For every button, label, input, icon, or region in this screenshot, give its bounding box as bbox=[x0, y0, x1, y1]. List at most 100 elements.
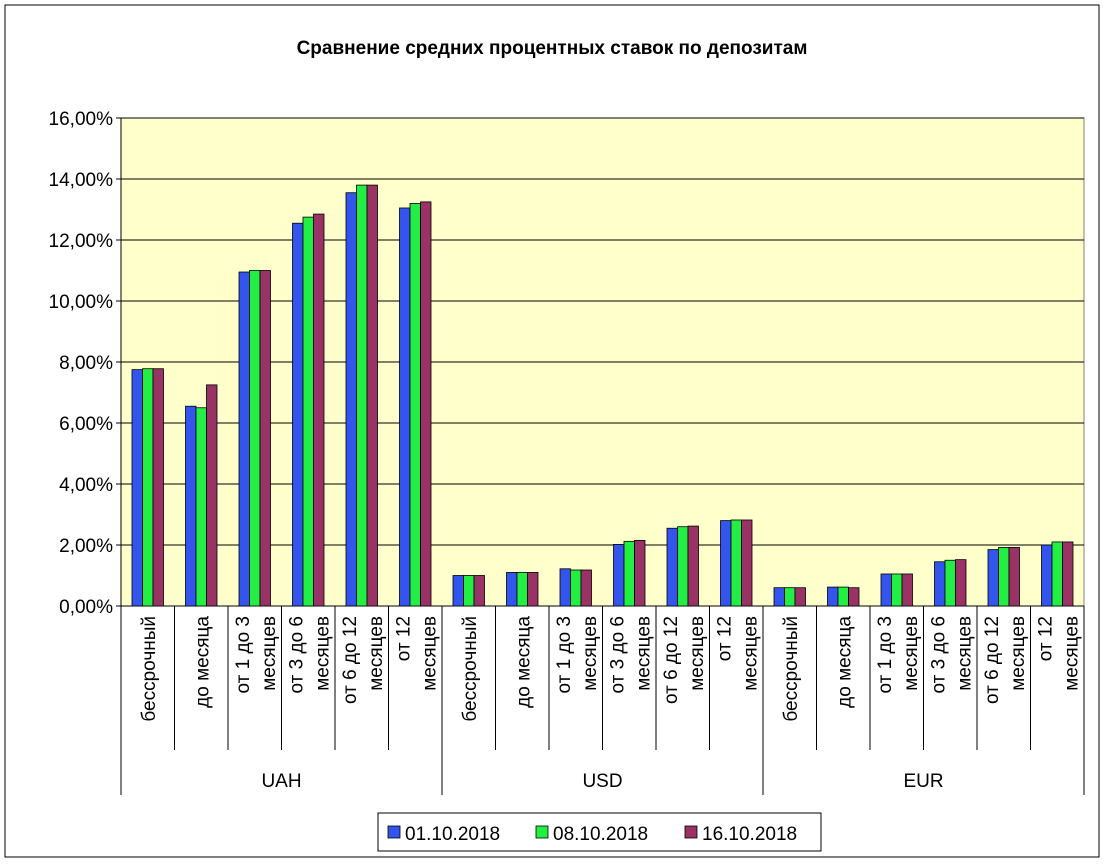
bar bbox=[238, 271, 250, 607]
bar bbox=[1041, 544, 1053, 607]
bar bbox=[570, 569, 582, 607]
category-label: от 3 до 6 bbox=[607, 616, 628, 693]
bar bbox=[313, 213, 325, 607]
bar bbox=[527, 572, 539, 607]
legend-label: 16.10.2018 bbox=[702, 824, 797, 845]
y-tick-label: 12,00% bbox=[49, 231, 114, 252]
category-label: бессрочный bbox=[139, 616, 160, 722]
bar bbox=[452, 575, 464, 607]
legend-swatch bbox=[387, 825, 401, 839]
legend-swatch bbox=[535, 825, 549, 839]
category-label: месяцев bbox=[740, 616, 761, 691]
bar bbox=[506, 572, 518, 607]
bar bbox=[366, 184, 378, 607]
bar bbox=[827, 586, 839, 607]
bar bbox=[399, 207, 411, 607]
category-label: месяцев bbox=[366, 616, 387, 691]
category-label: от 12 bbox=[393, 616, 414, 661]
category-label: до месяца bbox=[192, 616, 213, 708]
bar bbox=[634, 540, 646, 607]
bar bbox=[259, 270, 271, 607]
bar bbox=[613, 543, 625, 607]
group-label: UAH bbox=[261, 771, 301, 792]
chart-title: Сравнение средних процентных ставок по д… bbox=[297, 38, 808, 59]
y-tick-label: 8,00% bbox=[59, 353, 113, 374]
bar bbox=[559, 568, 571, 607]
y-tick-label: 6,00% bbox=[59, 414, 113, 435]
category-label: бессрочный bbox=[460, 616, 481, 722]
y-tick-label: 16,00% bbox=[49, 109, 114, 130]
y-tick-label: 10,00% bbox=[49, 292, 114, 313]
bar bbox=[1008, 547, 1020, 607]
category-label: от 3 до 6 bbox=[286, 616, 307, 693]
y-tick-label: 14,00% bbox=[49, 170, 114, 191]
category-label: месяцев bbox=[1061, 616, 1082, 691]
bar bbox=[409, 202, 421, 607]
bar bbox=[880, 573, 892, 607]
legend: 01.10.2018 08.10.2018 16.10.2018 bbox=[377, 812, 822, 852]
legend-box bbox=[377, 812, 822, 852]
category-label: месяцев bbox=[633, 616, 654, 691]
group-label: USD bbox=[582, 771, 622, 792]
category-label: до месяца bbox=[513, 616, 534, 708]
category-label: до месяца bbox=[834, 616, 855, 708]
bar bbox=[249, 270, 261, 607]
category-label: от 6 до 12 bbox=[661, 616, 682, 704]
bar bbox=[666, 527, 678, 607]
bar bbox=[891, 573, 903, 607]
legend-label: 01.10.2018 bbox=[405, 824, 500, 845]
bar bbox=[292, 222, 304, 607]
category-label: месяцев bbox=[901, 616, 922, 691]
group-label: EUR bbox=[903, 771, 943, 792]
category-label: месяцев bbox=[419, 616, 440, 691]
category-label: от 12 bbox=[714, 616, 735, 661]
bar bbox=[987, 549, 999, 607]
bar bbox=[195, 407, 207, 607]
category-label: месяцев bbox=[312, 616, 333, 691]
bar bbox=[901, 573, 913, 607]
bar bbox=[794, 587, 806, 607]
bar bbox=[185, 405, 197, 607]
category-label: от 6 до 12 bbox=[340, 616, 361, 704]
category-label: от 6 до 12 bbox=[982, 616, 1003, 704]
bar bbox=[784, 587, 796, 607]
plot-area: 0,00% 2,00% 4,00% 6,00% 8,00% 10,00% 12,00% 14,… bbox=[49, 109, 1085, 795]
bar bbox=[677, 526, 689, 607]
bar bbox=[1051, 541, 1063, 607]
category-label: месяцев bbox=[580, 616, 601, 691]
bar bbox=[998, 547, 1010, 607]
bar bbox=[773, 587, 785, 607]
bar bbox=[420, 201, 432, 607]
category-label: месяцев bbox=[259, 616, 280, 691]
bar bbox=[955, 559, 967, 607]
category-label: месяцев bbox=[1008, 616, 1029, 691]
legend-swatch bbox=[684, 825, 698, 839]
bar bbox=[837, 586, 849, 607]
legend-label: 08.10.2018 bbox=[553, 824, 648, 845]
category-label: бессрочный bbox=[781, 616, 802, 722]
bar bbox=[848, 587, 860, 607]
bar bbox=[687, 525, 699, 607]
bar bbox=[473, 575, 485, 607]
category-label: от 3 до 6 bbox=[928, 616, 949, 693]
y-tick-label: 4,00% bbox=[59, 475, 113, 496]
y-tick-label: 0,00% bbox=[59, 597, 113, 618]
bar bbox=[934, 561, 946, 607]
bar bbox=[206, 384, 218, 607]
bar bbox=[944, 559, 956, 607]
category-label: от 12 bbox=[1035, 616, 1056, 661]
bar bbox=[131, 369, 143, 607]
bar bbox=[623, 540, 635, 607]
bar bbox=[356, 184, 368, 607]
category-label: от 1 до 3 bbox=[554, 616, 575, 693]
bar bbox=[463, 575, 475, 607]
bar bbox=[152, 368, 164, 607]
bar bbox=[580, 569, 592, 607]
y-tick-label: 2,00% bbox=[59, 536, 113, 557]
bar bbox=[516, 572, 528, 607]
bar bbox=[345, 192, 357, 607]
category-label: от 1 до 3 bbox=[875, 616, 896, 693]
bar bbox=[720, 520, 732, 607]
